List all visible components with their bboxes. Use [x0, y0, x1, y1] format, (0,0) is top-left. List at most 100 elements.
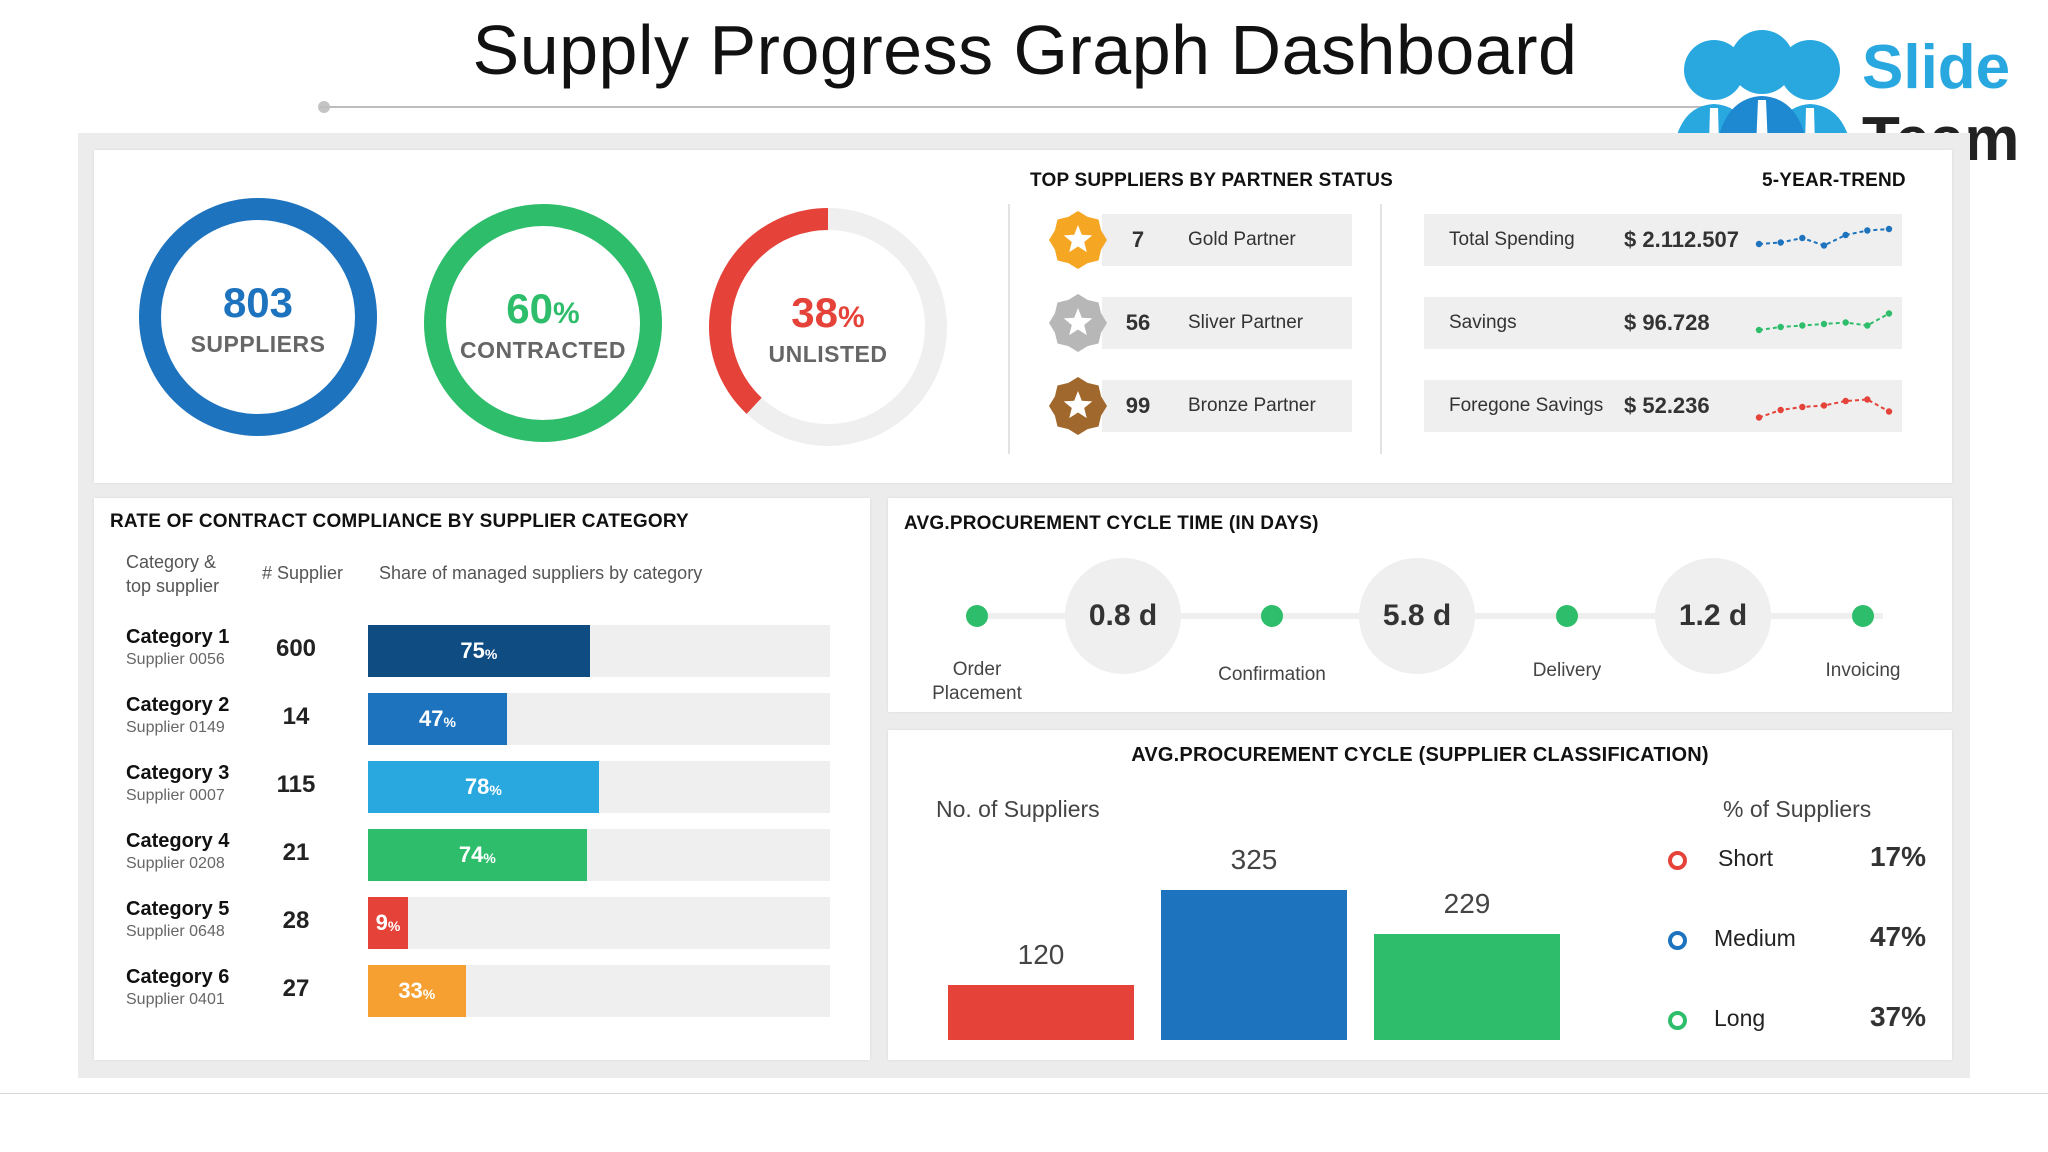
partner-pill [1102, 380, 1352, 432]
classification-bar-chart: 120 325 229 [948, 840, 1560, 1040]
trend-value: $ 52.236 [1624, 393, 1710, 418]
step-label: Order Placement [932, 659, 1022, 704]
sparkline-point [1777, 239, 1784, 246]
share-pct: 33 [398, 978, 423, 1003]
share-bar-fill: 9% [368, 897, 408, 949]
sparkline-point [1864, 322, 1871, 329]
legend-marker-icon [1668, 931, 1687, 950]
partner-count: 7 [1131, 227, 1145, 252]
trend-heading: 5-YEAR-TREND [1762, 170, 1906, 191]
kpi-value: 60% [506, 285, 580, 332]
legend-name: Medium [1714, 925, 1796, 951]
chart-value-label: 325 [1230, 844, 1278, 875]
classification-panel: AVG.PROCUREMENT CYCLE (SUPPLIER CLASSIFI… [888, 730, 1952, 1060]
partner-name: Sliver Partner [1188, 312, 1304, 333]
footer-rule [0, 1093, 2048, 1094]
share-bar-fill: 47% [368, 693, 507, 745]
share-pct: 78 [464, 774, 490, 799]
kpi-label: SUPPLIERS [190, 331, 326, 357]
chart-value-label: 120 [1017, 938, 1065, 970]
divider [1380, 204, 1382, 454]
compliance-heading: RATE OF CONTRACT COMPLIANCE BY SUPPLIER … [110, 511, 689, 532]
chart-bar-long [1374, 934, 1560, 1040]
trend-label: Foregone Savings [1449, 395, 1604, 416]
silver-star-badge-icon [1049, 294, 1107, 352]
top-supplier: Supplier 0007 [126, 787, 225, 804]
step-label: Confirmation [1218, 664, 1326, 685]
badge-star [1063, 391, 1093, 419]
sparkline-point [1885, 310, 1893, 317]
share-bar-track: 9% [368, 897, 830, 949]
title-divider [320, 106, 1720, 108]
compliance-row: Category 5 Supplier 0648 28 9% [94, 895, 870, 951]
share-bar-track: 75% [368, 625, 830, 677]
share-bar-fill: 74% [368, 829, 587, 881]
sparkline-point [1755, 240, 1763, 248]
sparkline-point [1864, 396, 1871, 403]
partner-row-silver: 56 Sliver Partner [1049, 294, 1352, 352]
top-supplier: Supplier 0056 [126, 651, 225, 668]
step-dot-order-placement [966, 605, 988, 627]
compliance-row: Category 2 Supplier 0149 14 47% [94, 691, 870, 747]
step-label: Invoicing [1825, 660, 1901, 681]
compliance-panel: RATE OF CONTRACT COMPLIANCE BY SUPPLIER … [94, 498, 870, 1060]
chart-right-label: % of Suppliers [1723, 796, 1872, 822]
partner-count: 56 [1125, 310, 1151, 335]
gold-star-badge-icon [1049, 211, 1107, 269]
kpi-suppliers: 803 SUPPLIERS [138, 197, 378, 437]
trend-label: Savings [1449, 312, 1517, 333]
share-bar-track: 33% [368, 965, 830, 1017]
column-header-share: Share of managed suppliers by category [379, 563, 703, 583]
legend-marker-icon [1668, 1011, 1687, 1030]
top-supplier: Supplier 0401 [126, 991, 225, 1008]
partner-row-bronze: 99 Bronze Partner [1049, 377, 1352, 435]
kpi-ring-unlisted [709, 208, 947, 446]
duration-circle: 0.8 d [1065, 558, 1181, 674]
partner-name: Bronze Partner [1188, 395, 1316, 416]
legend-name: Long [1714, 1005, 1766, 1031]
chart-bar-short [948, 984, 1134, 1040]
sparkline-point [1885, 408, 1893, 415]
ring-progress [424, 204, 662, 442]
column-header-supplier: # Supplier [262, 563, 344, 583]
category-name: Category 4 [126, 830, 230, 852]
supplier-count: 21 [282, 839, 310, 866]
compliance-row: Category 4 Supplier 0208 21 74% [94, 827, 870, 883]
foregone-savings-sparkline [1755, 396, 1893, 421]
bronze-star-badge-icon [1049, 377, 1107, 435]
category-name: Category 6 [126, 966, 230, 988]
logo-text-slide: Slide [1862, 33, 2011, 102]
share-pct: 47 [419, 706, 444, 731]
trend-value: $ 2.112.507 [1624, 227, 1740, 252]
share-bar-track: 47% [368, 693, 830, 745]
ring-progress [709, 208, 947, 446]
share-pct: 74 [458, 842, 484, 867]
legend-item-medium: Medium 47% [1668, 921, 1928, 965]
sparkline-point [1755, 414, 1763, 421]
compliance-row: Category 1 Supplier 0056 600 75% [94, 623, 870, 679]
share-bar-fill: 75% [368, 625, 590, 677]
compliance-row: Category 3 Supplier 0007 115 78% [94, 759, 870, 815]
partner-pill [1102, 297, 1352, 349]
legend-marker-icon [1668, 851, 1687, 870]
savings-sparkline [1755, 310, 1893, 334]
badge-star [1063, 308, 1093, 336]
page-title: Supply Progress Graph Dashboard [472, 11, 1578, 89]
cycle-time-panel: AVG.PROCUREMENT CYCLE TIME (IN DAYS) Ord… [888, 498, 1952, 712]
sparkline-point [1799, 403, 1806, 411]
summary-panel: 803 SUPPLIERS 60% CONTRACTED 38% UNLISTE… [94, 150, 1952, 483]
supplier-count: 115 [276, 771, 316, 798]
divider [1008, 204, 1010, 454]
cycle-time-heading: AVG.PROCUREMENT CYCLE TIME (IN DAYS) [904, 513, 1319, 534]
category-name: Category 5 [126, 898, 230, 920]
supplier-count: 28 [282, 907, 310, 934]
kpi-unlisted: 38% UNLISTED [708, 207, 948, 447]
category-name: Category 1 [126, 626, 230, 648]
badge-star [1063, 225, 1093, 253]
sparkline-point [1799, 234, 1806, 242]
top-supplier: Supplier 0149 [126, 719, 225, 736]
column-header-category: Category & top supplier [126, 552, 220, 596]
step-dot-invoicing [1852, 605, 1874, 627]
trend-row-foregone-savings: Foregone Savings $ 52.236 [1424, 380, 1902, 432]
sparkline-point [1885, 225, 1893, 233]
